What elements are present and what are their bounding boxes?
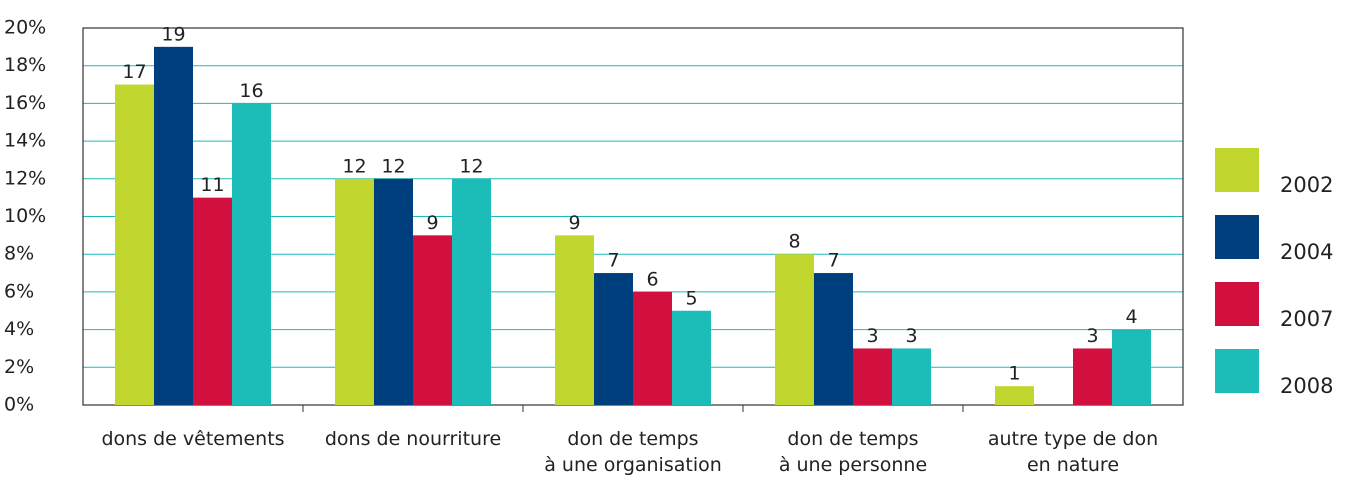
- value-label: 16: [239, 80, 263, 102]
- value-label: 8: [788, 231, 800, 253]
- y-tick-label: 16%: [4, 92, 46, 114]
- legend-label: 2007: [1280, 307, 1333, 331]
- y-tick-label: 12%: [4, 167, 46, 189]
- y-tick-label: 10%: [4, 205, 46, 227]
- bar: [853, 348, 892, 405]
- bar: [892, 348, 931, 405]
- value-label: 12: [381, 155, 405, 177]
- value-label: 3: [1086, 325, 1098, 347]
- bar: [814, 273, 853, 405]
- value-label: 12: [342, 155, 366, 177]
- value-label: 1: [1008, 363, 1020, 385]
- legend-swatch: [1215, 215, 1259, 259]
- value-label: 9: [568, 212, 580, 234]
- bar: [154, 46, 193, 405]
- legend-label: 2002: [1280, 173, 1333, 197]
- y-tick-label: 8%: [4, 243, 34, 265]
- value-label: 11: [200, 174, 224, 196]
- bar: [232, 103, 271, 406]
- x-tick-label: autre type de don en nature: [988, 428, 1158, 476]
- value-label: 17: [122, 61, 146, 83]
- y-tick-label: 0%: [4, 394, 34, 416]
- y-tick-label: 14%: [4, 130, 46, 152]
- bar: [374, 178, 413, 405]
- bar: [413, 235, 452, 405]
- value-label: 7: [607, 250, 619, 272]
- value-label: 3: [905, 325, 917, 347]
- value-label: 3: [866, 325, 878, 347]
- value-label: 5: [685, 287, 697, 309]
- legend-label: 2004: [1280, 240, 1333, 264]
- bar: [115, 84, 154, 406]
- bar: [633, 291, 672, 405]
- bar: [594, 273, 633, 405]
- x-tick-label: dons de vêtements: [101, 428, 284, 450]
- bar: [1073, 348, 1112, 405]
- y-tick-label: 4%: [4, 318, 34, 340]
- value-label: 6: [646, 268, 658, 290]
- x-tick-label: don de temps à une personne: [779, 428, 927, 476]
- x-tick-label: don de temps à une organisation: [544, 428, 722, 476]
- bar: [335, 178, 374, 405]
- value-label: 7: [827, 250, 839, 272]
- bar: [995, 386, 1034, 405]
- legend-swatch: [1215, 148, 1259, 192]
- y-tick-label: 2%: [4, 356, 34, 378]
- bar: [193, 197, 232, 405]
- bar: [555, 235, 594, 405]
- bar: [672, 310, 711, 405]
- value-label: 4: [1125, 306, 1137, 328]
- legend-label: 2008: [1280, 374, 1333, 398]
- value-label: 19: [161, 23, 185, 45]
- x-tick-label: dons de nourriture: [325, 428, 501, 450]
- y-tick-label: 20%: [4, 17, 46, 39]
- y-tick-label: 18%: [4, 54, 46, 76]
- bar: [1112, 329, 1151, 405]
- bar: [775, 254, 814, 405]
- value-label: 12: [459, 155, 483, 177]
- legend-swatch: [1215, 282, 1259, 326]
- y-tick-label: 6%: [4, 280, 34, 302]
- value-label: 9: [426, 212, 438, 234]
- legend-swatch: [1215, 349, 1259, 393]
- bar: [452, 178, 491, 405]
